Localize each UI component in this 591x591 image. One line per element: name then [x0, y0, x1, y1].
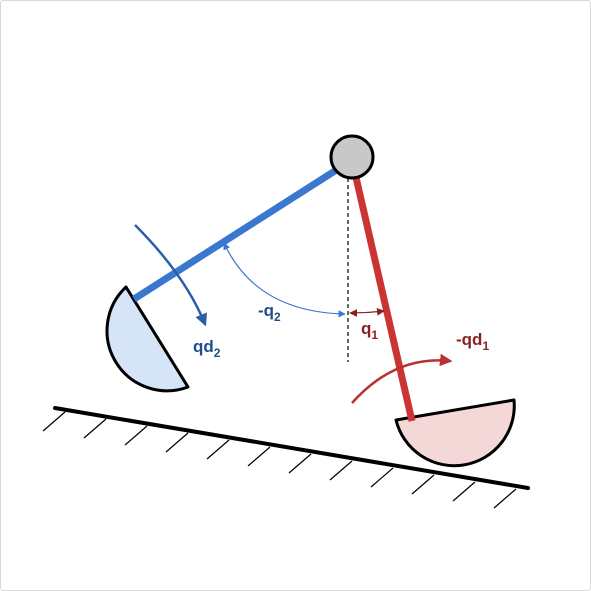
qd1-rotation-arrow: [351, 353, 453, 404]
ground-line: [53, 406, 530, 490]
swing-leg: [132, 157, 354, 302]
q1-angle-arc: [349, 307, 385, 317]
qd2-rotation-arrow: [134, 224, 208, 327]
hip-joint: [329, 134, 375, 180]
q2-angle-arc: [223, 242, 346, 318]
stance-leg: [348, 159, 416, 422]
q1-label: q1: [361, 319, 378, 342]
qd2-label: qd2: [193, 337, 221, 360]
qd1-label: -qd1: [456, 330, 489, 353]
stance-foot: [394, 398, 516, 468]
ground: [42, 406, 530, 509]
q2-label: -q2: [258, 301, 281, 324]
swing-foot: [105, 285, 190, 393]
ground-hatching: [42, 411, 517, 509]
